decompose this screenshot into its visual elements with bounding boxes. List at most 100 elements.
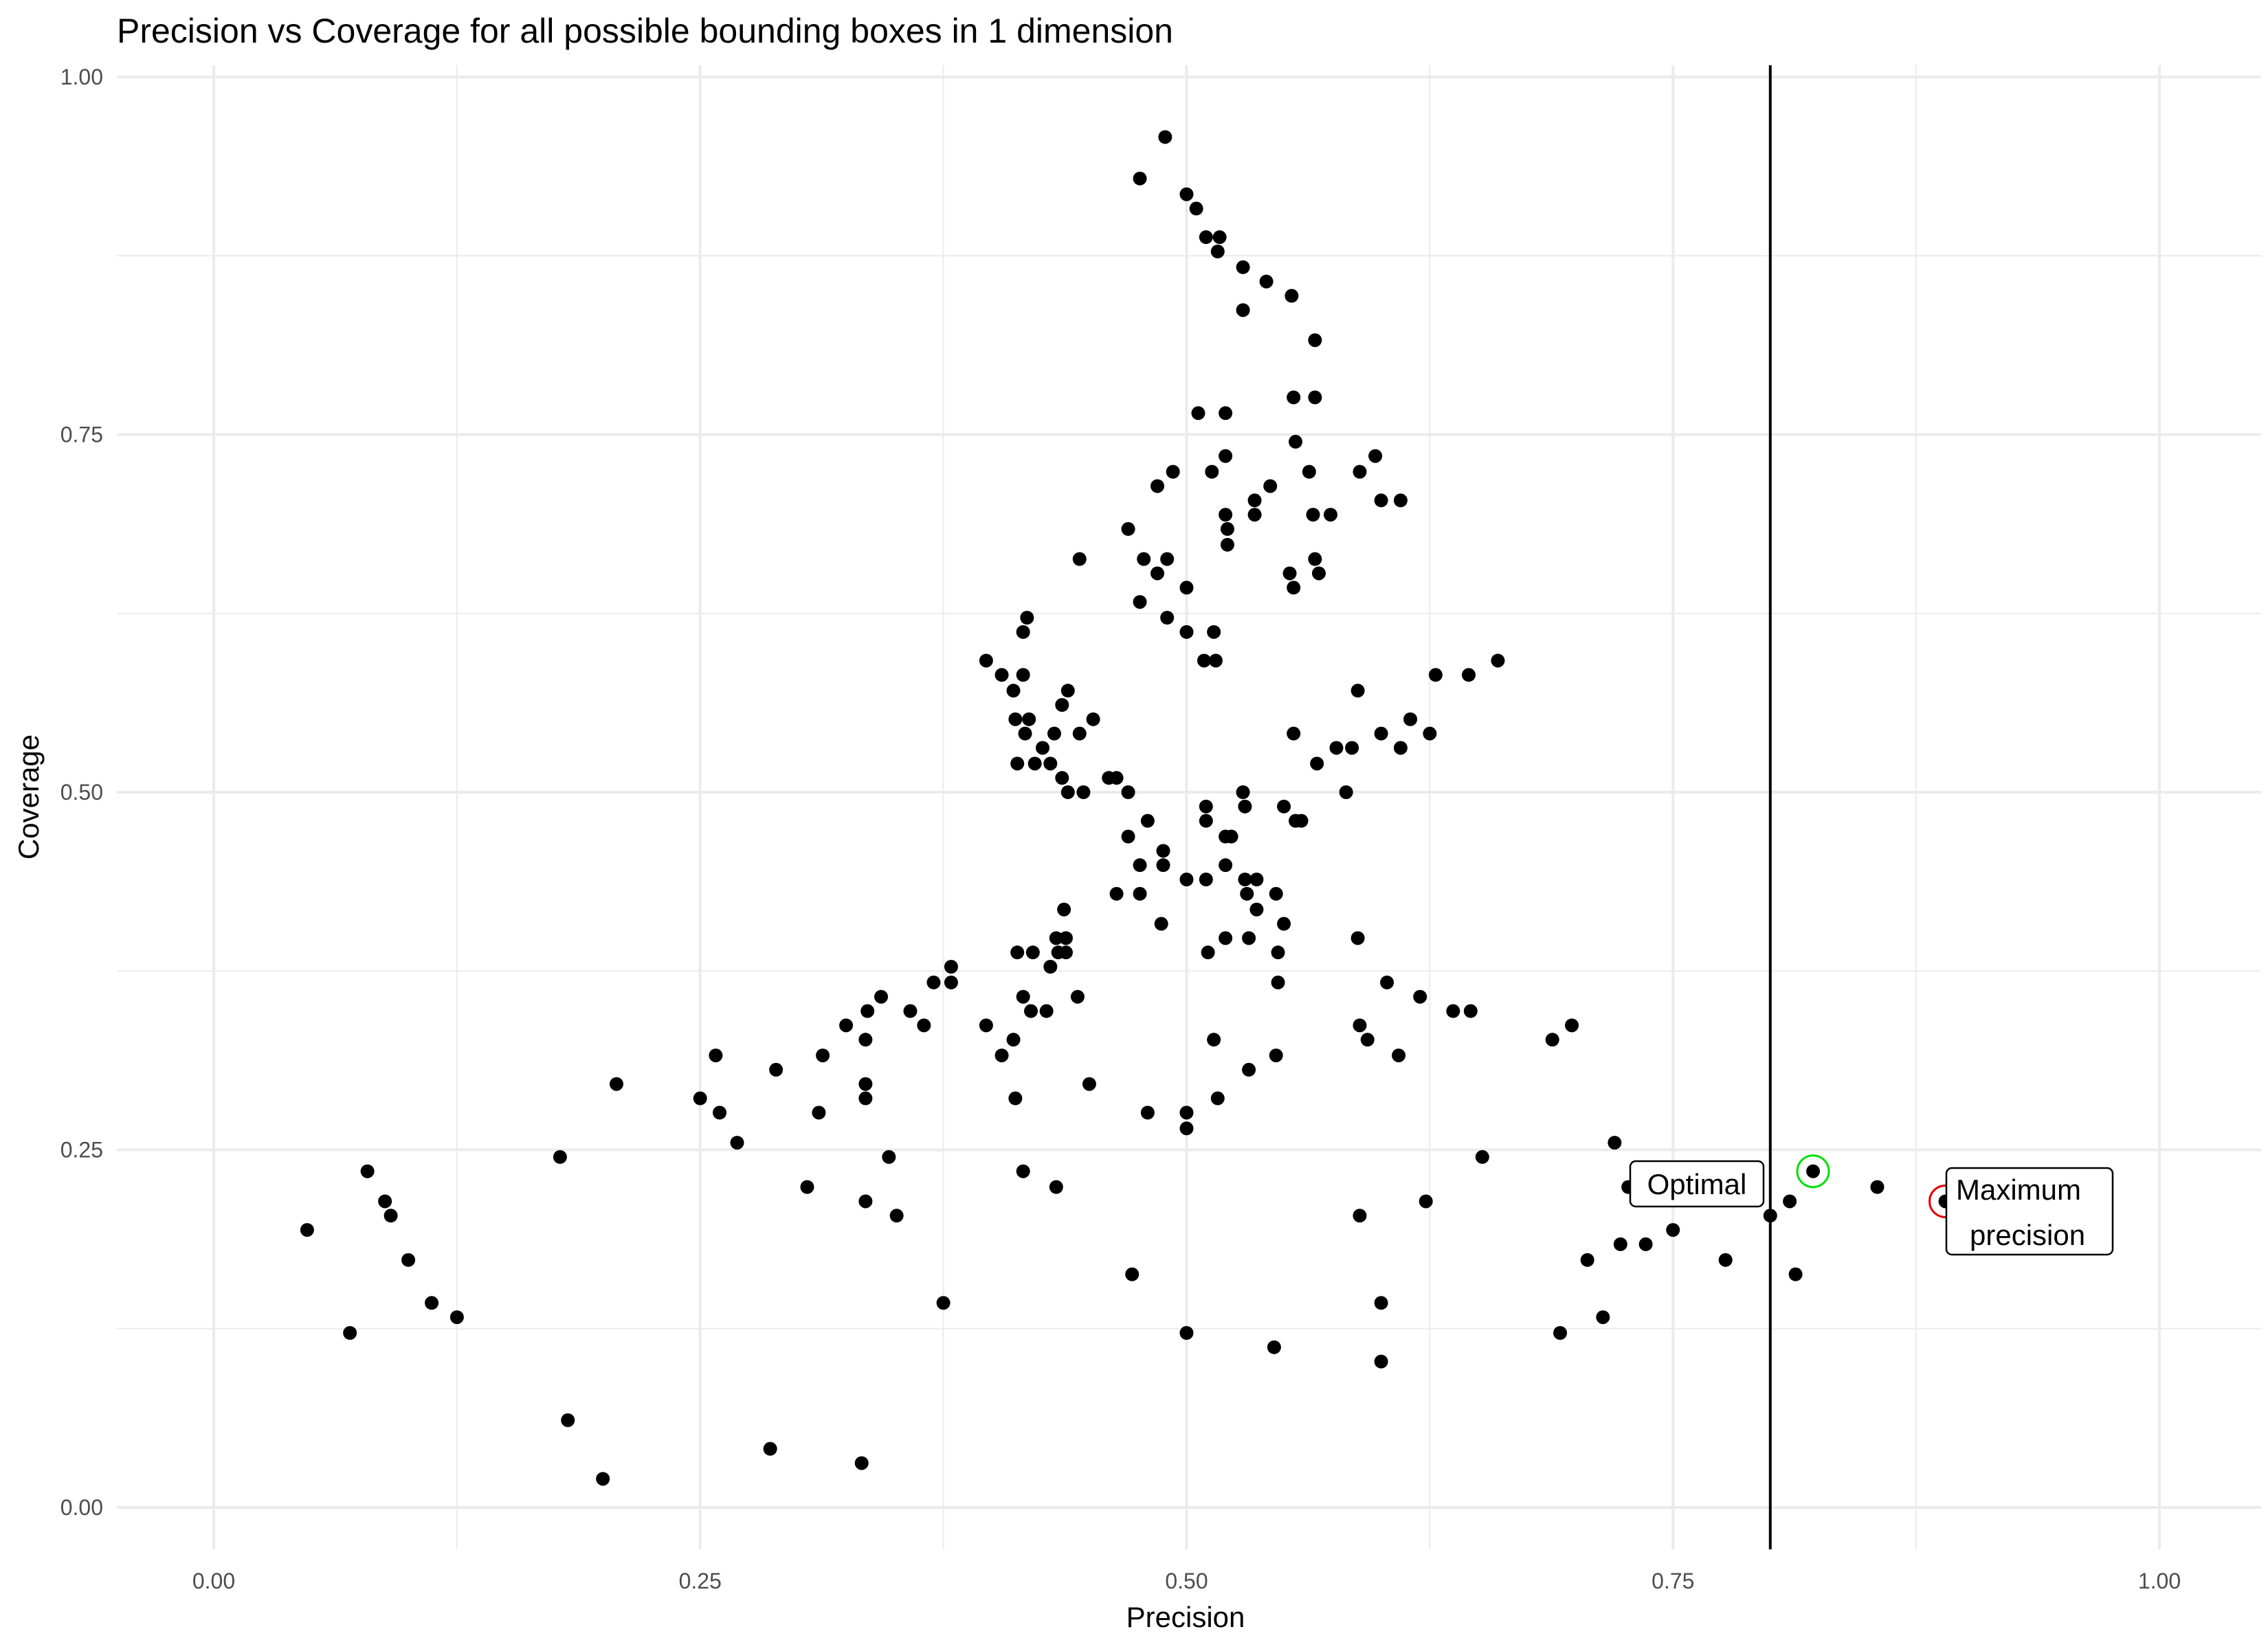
data-point: [1006, 1033, 1021, 1047]
data-point: [889, 1209, 904, 1223]
data-point: [1289, 434, 1303, 449]
data-point: [1463, 1004, 1478, 1018]
data-point: [936, 1296, 950, 1310]
data-point: [1219, 858, 1233, 873]
x-tick-label: 0.00: [192, 1569, 235, 1593]
data-point: [1242, 931, 1256, 945]
y-tick-label: 0.75: [60, 423, 103, 447]
data-point: [1249, 902, 1264, 917]
annotation-max-label-line2: precision: [1970, 1219, 2085, 1251]
y-tick-label: 0.50: [60, 780, 103, 805]
data-point: [994, 668, 1009, 682]
data-point: [1179, 1106, 1194, 1120]
data-point: [425, 1296, 439, 1310]
data-point: [1049, 931, 1063, 945]
data-point: [1475, 1149, 1489, 1164]
data-point: [1302, 464, 1316, 479]
data-point: [1271, 945, 1285, 960]
data-point: [1491, 653, 1505, 668]
data-point: [917, 1018, 931, 1033]
annotation-optimal: Optimal: [1629, 1160, 1765, 1208]
data-point: [1308, 333, 1322, 348]
data-point: [1027, 756, 1042, 771]
data-point: [1329, 741, 1344, 755]
data-point: [1259, 274, 1274, 289]
data-point: [1133, 858, 1147, 873]
data-point: [1010, 756, 1025, 771]
data-point: [1121, 829, 1135, 844]
data-point: [1055, 697, 1069, 712]
data-point: [1008, 712, 1023, 726]
data-point: [1269, 1048, 1283, 1063]
data-point: [1553, 1325, 1568, 1340]
data-point: [1428, 668, 1443, 682]
data-point: [816, 1048, 830, 1063]
data-point: [1310, 756, 1324, 771]
data-point: [1419, 1194, 1433, 1209]
data-point: [383, 1209, 398, 1223]
data-point: [1224, 829, 1238, 844]
data-point: [1238, 799, 1252, 814]
data-point: [1018, 726, 1032, 741]
data-point: [1339, 785, 1353, 799]
data-point: [1287, 726, 1301, 741]
data-point: [730, 1136, 744, 1150]
data-point: [1287, 390, 1301, 405]
data-point: [979, 1018, 993, 1033]
data-point: [401, 1253, 416, 1267]
data-point: [1236, 785, 1250, 799]
data-point: [926, 975, 941, 989]
data-point: [1285, 289, 1299, 303]
data-point: [1179, 1121, 1194, 1136]
data-point: [1269, 886, 1283, 901]
data-point: [1374, 493, 1388, 508]
annotation-optimal-box: [1629, 1160, 1765, 1208]
data-point: [1008, 1091, 1023, 1106]
data-point: [979, 653, 993, 668]
x-tick-label: 0.75: [1652, 1569, 1694, 1593]
data-point: [553, 1149, 567, 1164]
data-point: [561, 1413, 575, 1427]
data-point: [1219, 508, 1233, 522]
data-point: [1403, 712, 1418, 726]
data-point: [1154, 917, 1168, 931]
data-point: [1016, 1164, 1030, 1178]
data-point: [1220, 537, 1234, 552]
data-point: [1718, 1253, 1733, 1267]
data-point: [1219, 931, 1233, 945]
data-point: [1121, 521, 1135, 536]
data-point: [1282, 566, 1297, 581]
data-point: [1393, 493, 1408, 508]
data-point: [944, 975, 958, 989]
data-point: [1212, 230, 1227, 245]
data-point: [839, 1018, 854, 1033]
data-point: [713, 1106, 727, 1120]
data-point: [1345, 741, 1359, 755]
data-point: [1055, 771, 1069, 785]
annotation-max-box: [1945, 1167, 2114, 1256]
data-point: [882, 1149, 896, 1164]
data-point: [1277, 917, 1291, 931]
data-point: [1461, 668, 1476, 682]
data-point: [1133, 595, 1147, 609]
data-point: [1016, 989, 1030, 1004]
data-point: [1360, 1033, 1375, 1047]
data-point: [1423, 726, 1437, 741]
data-point: [874, 989, 889, 1004]
y-tick-label: 1.00: [60, 65, 103, 89]
data-point: [1238, 873, 1252, 887]
data-point: [1277, 799, 1291, 814]
data-point: [1070, 989, 1085, 1004]
data-point: [1160, 552, 1175, 566]
data-point: [1016, 625, 1030, 639]
data-point: [1036, 741, 1050, 755]
data-point: [1199, 799, 1213, 814]
data-point: [709, 1048, 723, 1063]
data-point: [1201, 945, 1215, 960]
data-point: [1271, 975, 1285, 989]
data-point: [1199, 230, 1213, 245]
data-point: [1072, 552, 1087, 566]
data-point: [1058, 945, 1073, 960]
data-point: [1380, 975, 1394, 989]
